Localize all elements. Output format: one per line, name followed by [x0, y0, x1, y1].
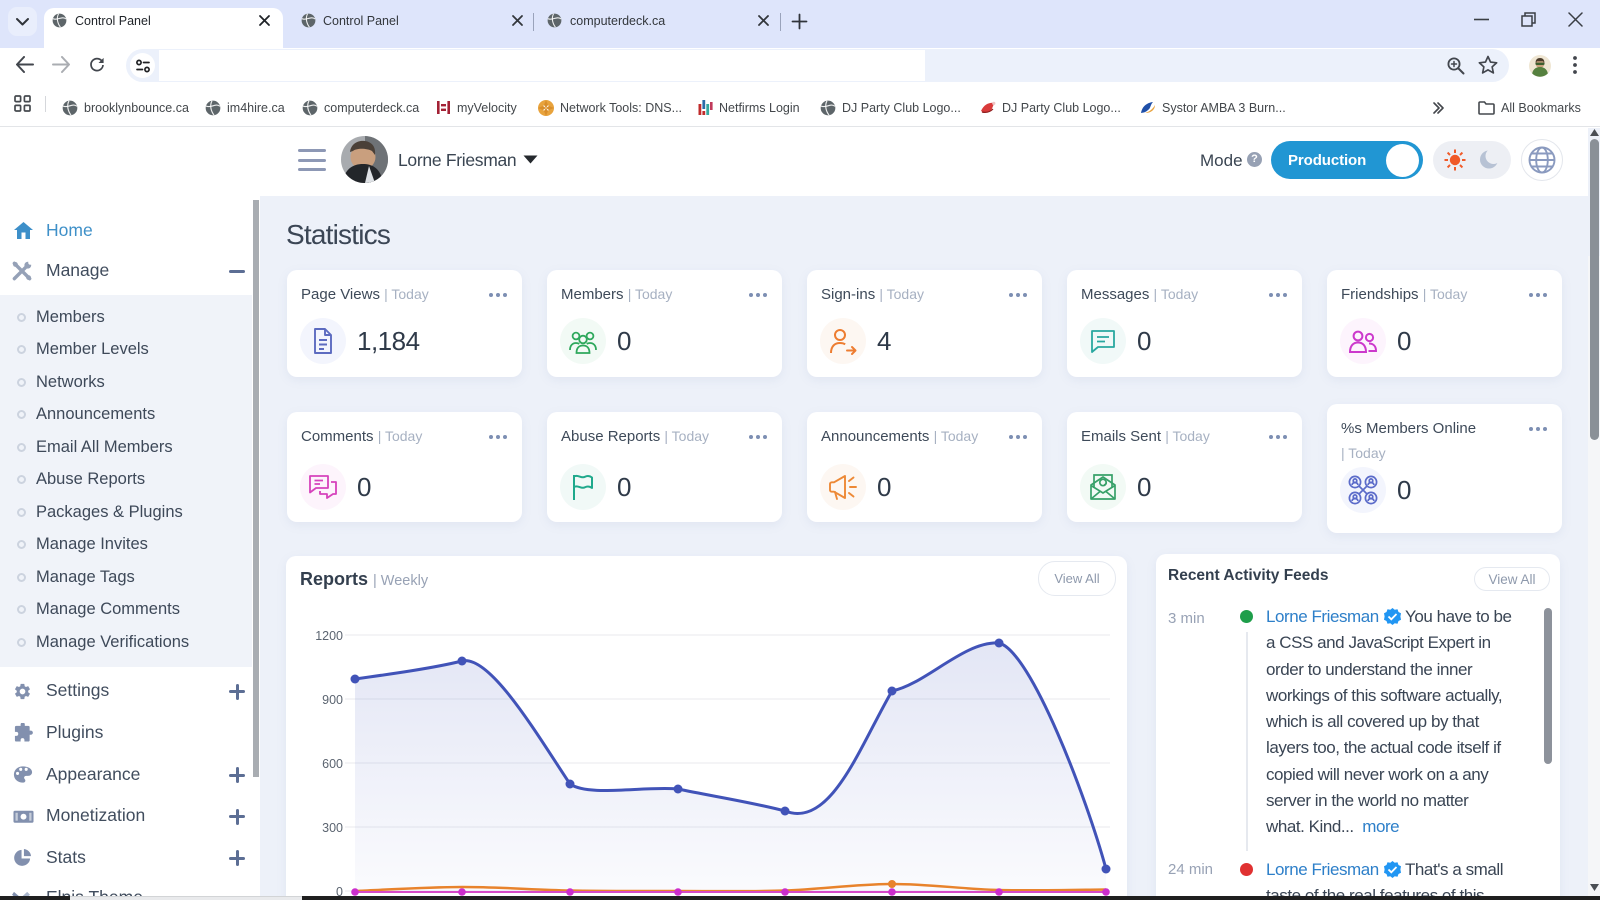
svg-text:300: 300: [322, 821, 343, 835]
svg-text:1200: 1200: [315, 629, 343, 643]
svg-text:600: 600: [322, 757, 343, 771]
svg-text:900: 900: [322, 693, 343, 707]
svg-text:0: 0: [336, 885, 343, 899]
